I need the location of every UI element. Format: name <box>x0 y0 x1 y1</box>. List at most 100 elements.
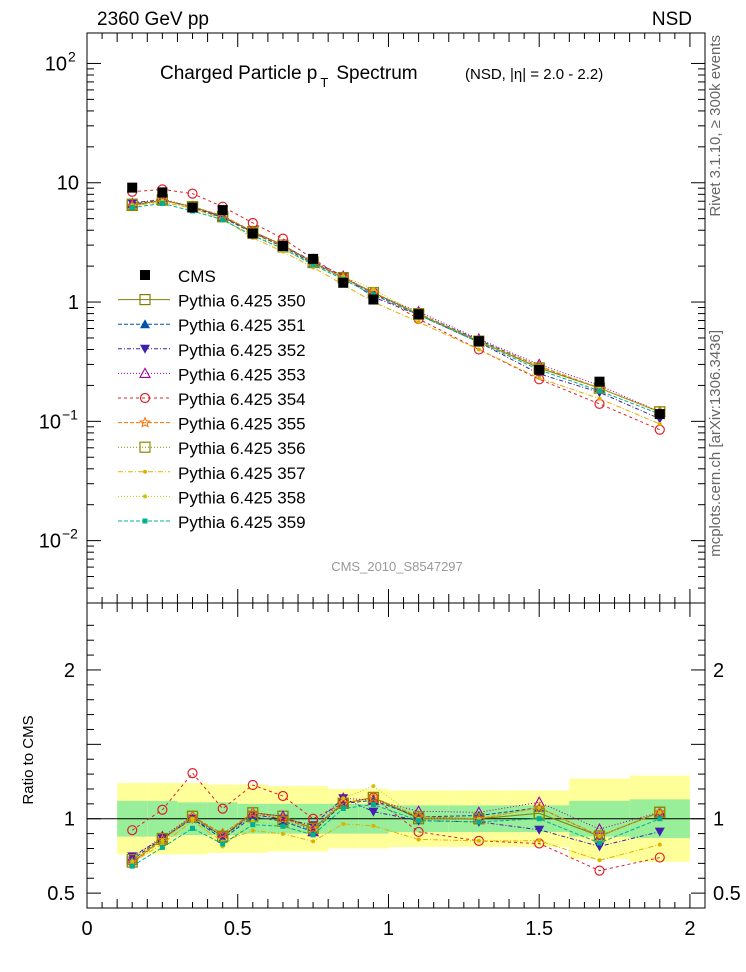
ratio-series-point <box>220 841 226 847</box>
data-point <box>473 336 484 347</box>
ratio-series-point <box>596 840 602 846</box>
legend-label: Pythia 6.425 350 <box>178 292 306 311</box>
legend-label: Pythia 6.425 352 <box>178 341 306 360</box>
series-point <box>476 347 481 352</box>
ratio-series-point <box>657 842 662 847</box>
ratio-series-point <box>310 832 316 838</box>
legend-marker <box>140 319 150 329</box>
ratio-series-point <box>250 822 256 828</box>
series-point <box>129 205 135 211</box>
x-tick-label: 0.5 <box>224 918 252 940</box>
ratio-tick-label-right: 1 <box>713 809 724 831</box>
rivet-label: Rivet 3.1.10, ≥ 300k events <box>707 35 724 217</box>
ratio-series-point <box>276 812 289 824</box>
ratio-series-point <box>597 834 602 839</box>
ratio-series-point <box>341 796 346 801</box>
data-point <box>247 228 258 239</box>
ratio-series-layer <box>126 768 666 876</box>
series-point <box>654 424 665 435</box>
legend-marker <box>140 344 150 354</box>
legend-marker <box>139 392 151 404</box>
legend-label: Pythia 6.425 358 <box>178 488 306 507</box>
ratio-series-line <box>131 797 660 857</box>
ratio-series-point <box>250 818 255 823</box>
ratio-series-line <box>131 797 660 859</box>
legend-label: Pythia 6.425 351 <box>178 316 306 335</box>
legend-marker <box>138 416 152 428</box>
ratio-series-point <box>216 827 229 839</box>
legend-label: Pythia 6.425 353 <box>178 365 306 384</box>
series-point <box>187 188 198 199</box>
legend-marker <box>142 518 148 524</box>
ratio-series-line <box>131 785 660 862</box>
legend-label: Pythia 6.425 359 <box>178 513 306 532</box>
ratio-series-point <box>654 852 665 863</box>
ratio-tick-label-left: 0.5 <box>47 883 75 905</box>
ratio-series-point <box>593 822 606 834</box>
series-point <box>310 262 316 268</box>
legend-label: CMS <box>178 267 216 286</box>
ratio-panel-frame <box>86 602 706 909</box>
ratio-series-point <box>127 825 138 836</box>
ratio-series-line <box>131 772 660 872</box>
data-point <box>368 294 379 305</box>
series-point <box>416 320 421 325</box>
data-point <box>157 187 168 198</box>
y-tick-exponent: 2 <box>68 48 76 64</box>
data-point <box>127 182 138 193</box>
ratio-series-line <box>131 820 660 864</box>
ratio-series-point <box>157 804 168 815</box>
series-point <box>597 396 602 401</box>
ratio-series-point <box>129 863 135 869</box>
ratio-series-point <box>597 858 602 863</box>
legend-marker <box>143 494 147 499</box>
data-point <box>277 240 288 251</box>
ratio-series-point <box>160 841 165 846</box>
header-left-label: 2360 GeV pp <box>97 9 209 30</box>
y-tick-label: 10 <box>39 531 61 553</box>
ratio-series-point <box>337 797 350 809</box>
x-tick-label: 0 <box>81 918 92 940</box>
main-series-layer <box>126 182 666 435</box>
series-point <box>371 287 376 292</box>
ratio-series-point <box>413 826 424 838</box>
ratio-series-point <box>280 831 285 836</box>
ratio-series-point <box>190 816 195 821</box>
ratio-series-line <box>131 804 660 867</box>
legend-label: Pythia 6.425 357 <box>178 464 306 483</box>
mcplots-label: mcplots.cern.ch [arXiv:1306.3436] <box>707 330 724 557</box>
ratio-series-point <box>217 803 228 814</box>
plot-title-prefix: Charged Particle p <box>160 63 317 84</box>
series-point <box>537 376 542 381</box>
plot-title-qualifier: (NSD, |η| = 2.0 - 2.2) <box>465 66 603 83</box>
ratio-series-point <box>277 790 289 802</box>
ratio-axis-ticks: 0.5 0.5 1 1 2 2 <box>47 624 741 905</box>
ratio-tick-label-left: 2 <box>64 660 75 682</box>
ratio-series-point <box>280 823 286 829</box>
ratio-series-point <box>476 819 482 825</box>
legend-label: Pythia 6.425 356 <box>178 439 306 458</box>
series-point <box>220 217 226 223</box>
ratio-series-point <box>371 784 376 789</box>
data-point <box>338 277 349 288</box>
ratio-series-point <box>537 805 542 810</box>
ratio-series-point <box>246 806 259 818</box>
ratio-series-point <box>247 779 258 791</box>
series-line <box>132 199 660 413</box>
ratio-series-point <box>159 844 165 850</box>
y-tick-exponent: −2 <box>62 526 78 542</box>
ratio-series-point <box>533 801 546 813</box>
series-point <box>594 398 605 409</box>
ratio-series-point <box>537 838 542 843</box>
ratio-series-point <box>341 821 346 826</box>
legend-marker <box>139 367 151 378</box>
ratio-series-point <box>657 810 662 815</box>
data-point <box>594 376 605 387</box>
ratio-series-point <box>367 791 380 803</box>
ratio-series-point <box>311 839 316 844</box>
series-line <box>132 202 660 415</box>
series-line <box>132 188 660 431</box>
x-tick-label: 2 <box>684 918 695 940</box>
y-tick-exponent: −1 <box>62 406 78 422</box>
